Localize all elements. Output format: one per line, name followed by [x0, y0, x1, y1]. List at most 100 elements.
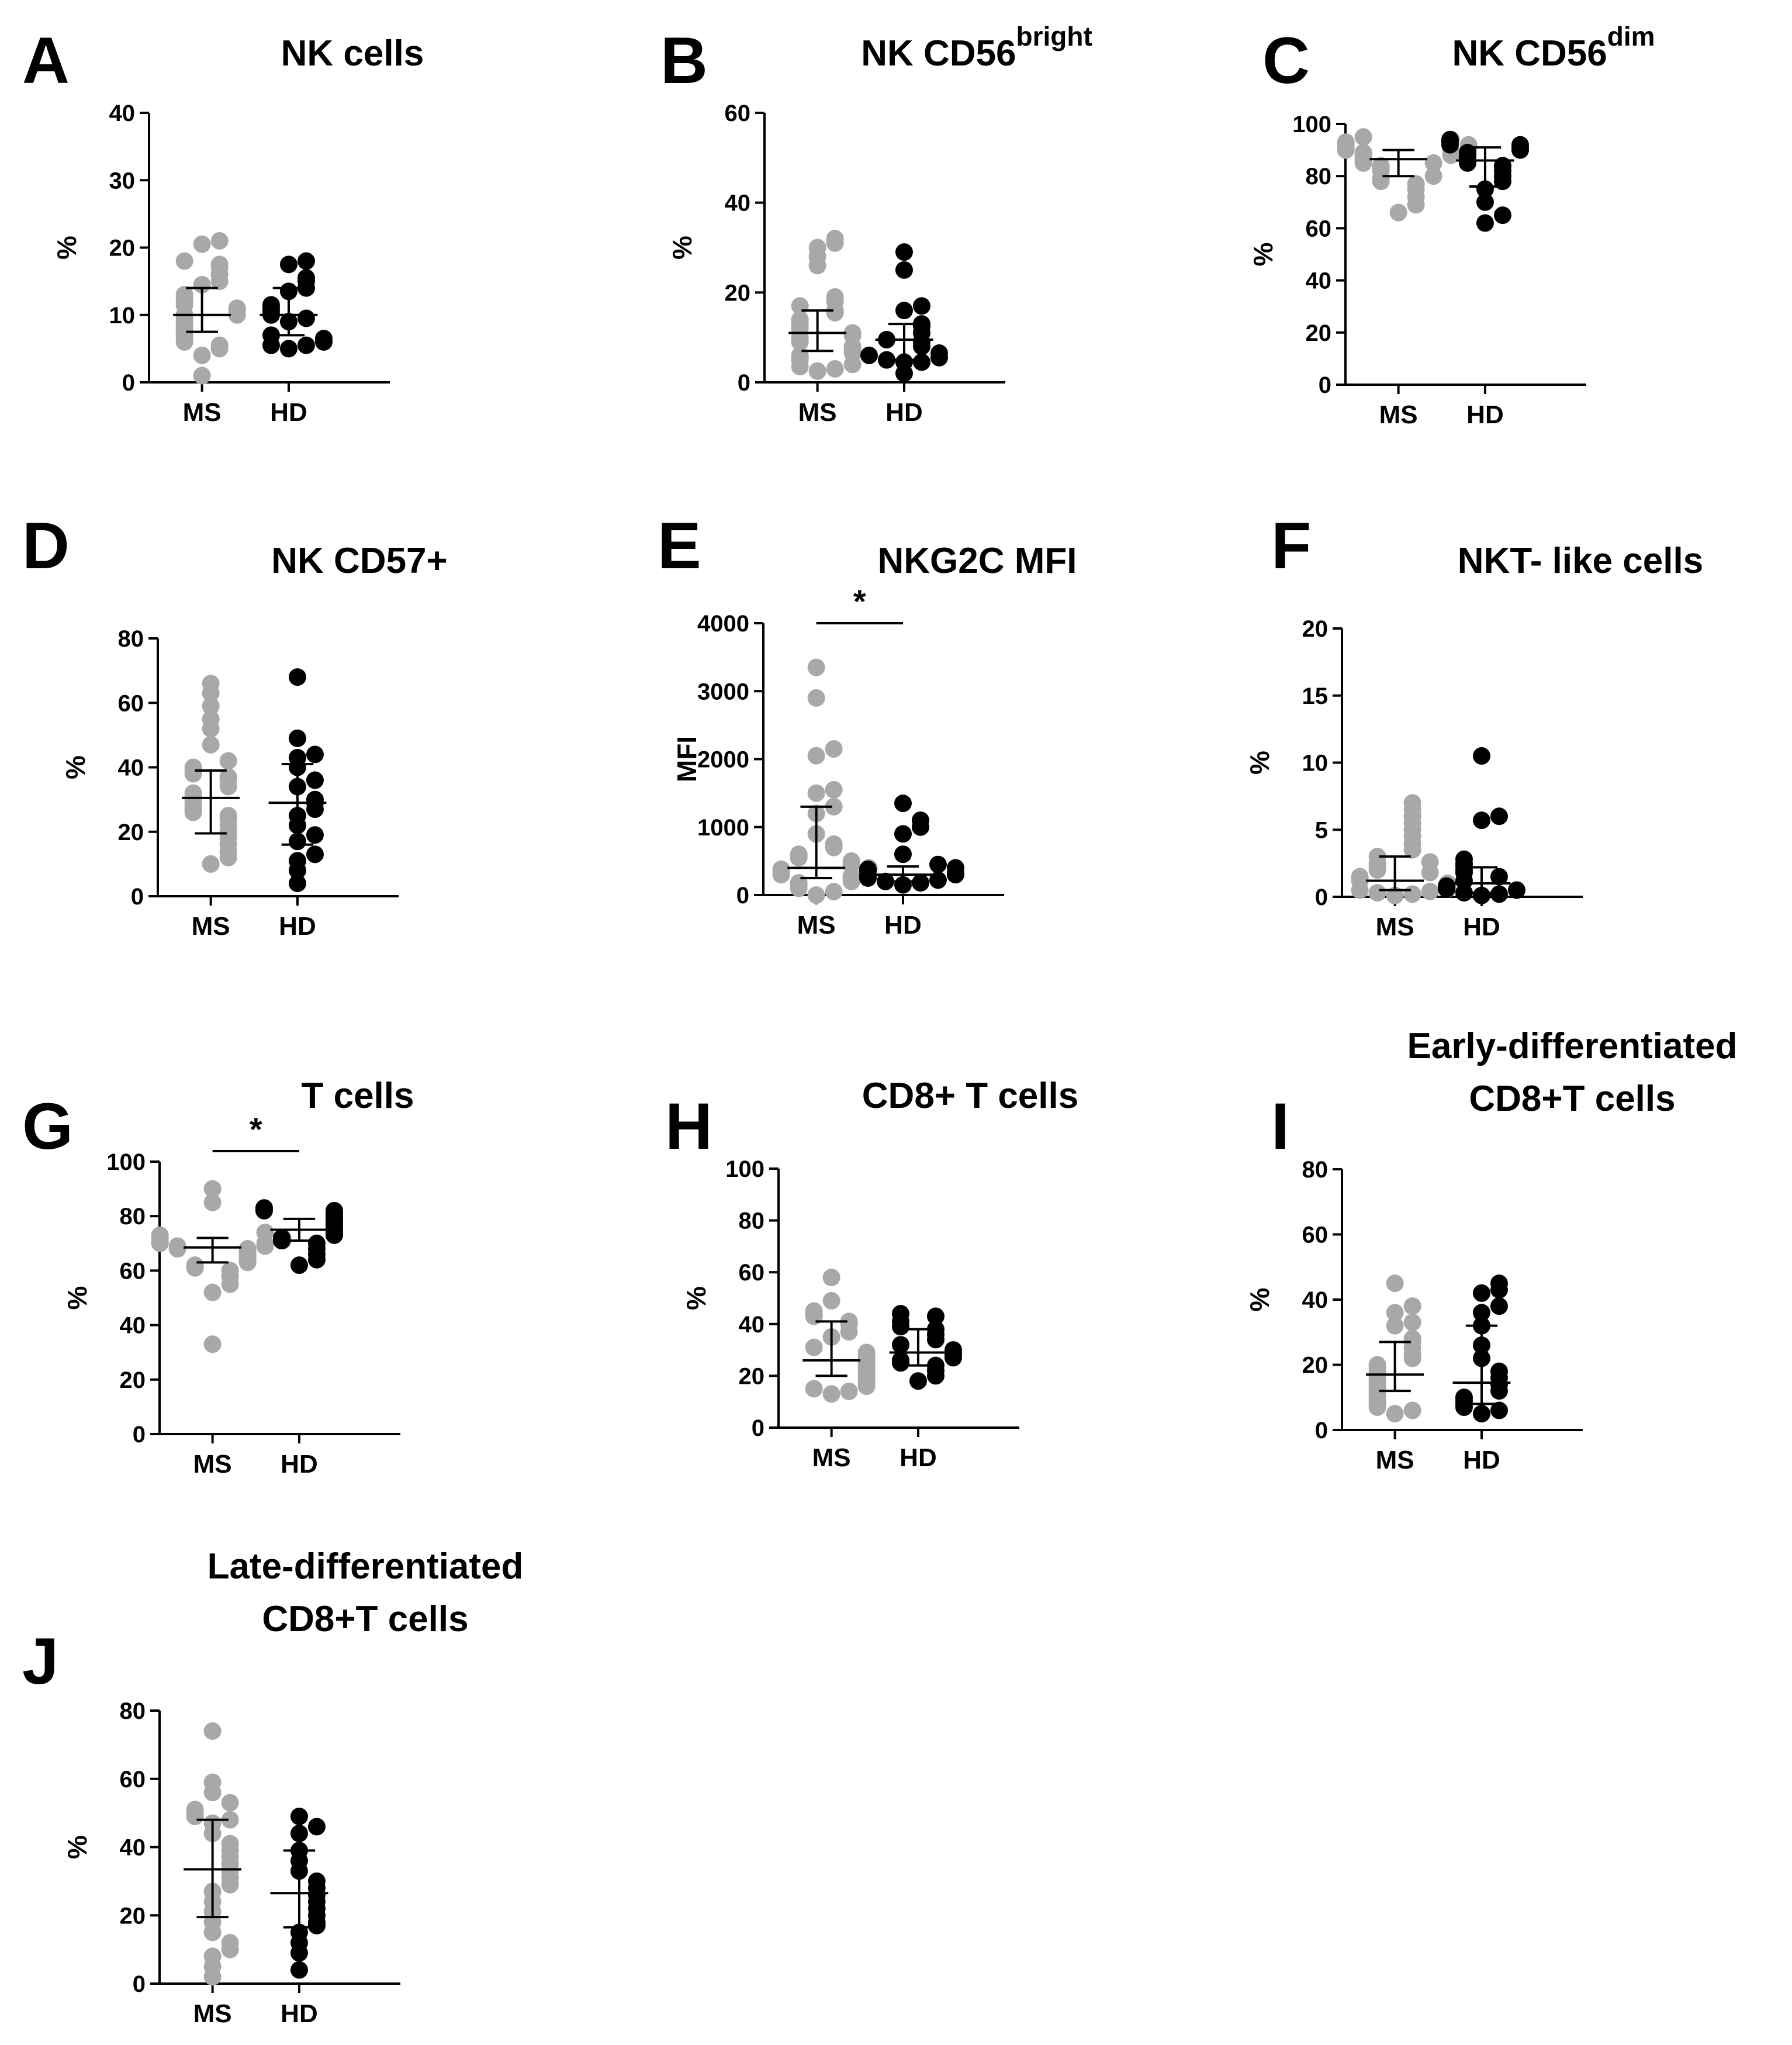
- y-tick-label: 20: [109, 236, 136, 261]
- data-point-hd: [1455, 850, 1473, 868]
- y-tick-label: 20: [120, 1367, 146, 1393]
- data-point-ms: [1354, 128, 1372, 146]
- y-tick-label: 60: [725, 101, 751, 126]
- data-point-ms: [825, 883, 843, 901]
- panel-letter: E: [658, 509, 701, 582]
- data-point-hd: [877, 351, 895, 369]
- chart-panel-b: B NK CD56bright 0 20 40 60% MS HD: [660, 21, 1092, 427]
- data-point-hd: [290, 1961, 308, 1979]
- y-axis-label: MFI: [672, 736, 702, 782]
- data-point-hd: [894, 794, 912, 813]
- data-point-hd: [1476, 193, 1494, 211]
- y-tick-label: 0: [122, 370, 135, 396]
- chart-title: NKG2C MFI: [878, 541, 1077, 581]
- panel-letter: J: [22, 1625, 58, 1698]
- data-point-hd: [255, 1199, 273, 1217]
- x-tick-label: MS: [798, 398, 837, 427]
- data-point-ms: [203, 1335, 222, 1353]
- data-point-ms: [203, 1773, 222, 1791]
- significance-marker: *: [853, 583, 866, 620]
- data-point-ms: [822, 1385, 840, 1403]
- data-point-ms: [772, 860, 790, 878]
- data-point-ms: [186, 1801, 204, 1819]
- data-point-ms: [790, 845, 808, 863]
- chart-title-superscript: bright: [1016, 21, 1092, 51]
- chart-title: CD8+ T cells: [862, 1076, 1078, 1116]
- data-point-hd: [926, 1307, 945, 1325]
- data-point-ms: [221, 1835, 239, 1853]
- data-point-ms: [805, 1380, 823, 1398]
- x-tick-label: MS: [193, 1999, 232, 2028]
- y-tick-label: 40: [739, 1312, 765, 1338]
- y-axis-label: %: [681, 1286, 711, 1310]
- data-point-ms: [1403, 885, 1421, 903]
- y-tick-label: 10: [1302, 751, 1329, 776]
- data-point-hd: [894, 825, 912, 843]
- data-point-hd: [306, 745, 324, 764]
- data-point-ms: [184, 784, 202, 802]
- data-point-hd: [262, 326, 280, 344]
- chart-title-main: NK CD56: [1452, 33, 1607, 74]
- y-tick-label: 80: [739, 1208, 765, 1234]
- data-point-ms: [826, 360, 844, 378]
- data-point-ms: [202, 735, 220, 754]
- data-point-hd: [272, 1229, 290, 1247]
- data-point-ms: [807, 747, 825, 765]
- y-axis-label: %: [60, 755, 91, 779]
- y-tick-label: 60: [120, 1767, 146, 1792]
- x-tick-label: MS: [183, 398, 222, 427]
- y-tick-label: 1000: [697, 815, 749, 841]
- data-point-hd: [1507, 881, 1525, 899]
- data-point-hd: [926, 1356, 945, 1374]
- chart-title-main: NK CD56: [861, 33, 1016, 74]
- data-point-ms: [807, 886, 825, 904]
- data-point-hd: [1476, 180, 1494, 198]
- data-point-hd: [314, 330, 333, 348]
- y-tick-label: 60: [1306, 216, 1332, 241]
- data-point-hd: [262, 296, 280, 314]
- data-point-hd: [1493, 206, 1511, 224]
- panel-letter: G: [22, 1090, 73, 1163]
- panel-letter: I: [1271, 1090, 1289, 1163]
- chart-title: NK cells: [281, 33, 424, 74]
- chart-panel-d: D NK CD57+ 0 20 40 60 80% MS HD: [22, 509, 448, 941]
- y-tick-label: 15: [1302, 683, 1329, 709]
- data-point-hd: [288, 874, 306, 892]
- data-point-ms: [202, 697, 220, 715]
- y-tick-label: 3000: [697, 679, 749, 704]
- data-point-hd: [306, 826, 324, 844]
- data-point-ms: [1403, 1297, 1421, 1315]
- data-point-hd: [1441, 130, 1459, 148]
- panel-letter: C: [1262, 24, 1310, 97]
- y-tick-label: 20: [1302, 1353, 1329, 1379]
- y-tick-label: 60: [118, 690, 144, 716]
- data-point-ms: [202, 675, 220, 693]
- y-tick-label: 80: [118, 626, 144, 652]
- data-point-hd: [306, 845, 324, 863]
- data-point-ms: [203, 1180, 222, 1198]
- data-point-ms: [822, 1269, 840, 1287]
- data-point-hd: [909, 1372, 927, 1390]
- y-tick-label: 0: [1319, 372, 1331, 398]
- data-point-ms: [1421, 882, 1439, 900]
- data-point-ms: [790, 874, 808, 892]
- data-point-hd: [891, 1336, 909, 1354]
- data-point-ms: [825, 780, 843, 799]
- data-point-ms: [1386, 1274, 1404, 1293]
- data-point-hd: [930, 344, 948, 362]
- data-point-ms: [826, 230, 844, 248]
- data-point-ms: [1421, 853, 1439, 871]
- y-tick-label: 20: [120, 1903, 146, 1929]
- panel-letter: H: [665, 1090, 712, 1163]
- data-point-ms: [202, 710, 220, 728]
- data-point-hd: [912, 297, 930, 315]
- data-point-ms: [203, 1283, 222, 1301]
- chart-panel-e: E NKG2C MFI 0 1000 2000 3000 4000 MFI MS HD *: [658, 509, 1077, 939]
- y-tick-label: 100: [1292, 112, 1331, 137]
- data-point-hd: [1455, 1388, 1473, 1407]
- data-point-hd: [307, 1872, 326, 1890]
- data-point-hd: [297, 336, 315, 354]
- x-tick-label: MS: [797, 911, 836, 939]
- data-point-ms: [805, 1302, 823, 1320]
